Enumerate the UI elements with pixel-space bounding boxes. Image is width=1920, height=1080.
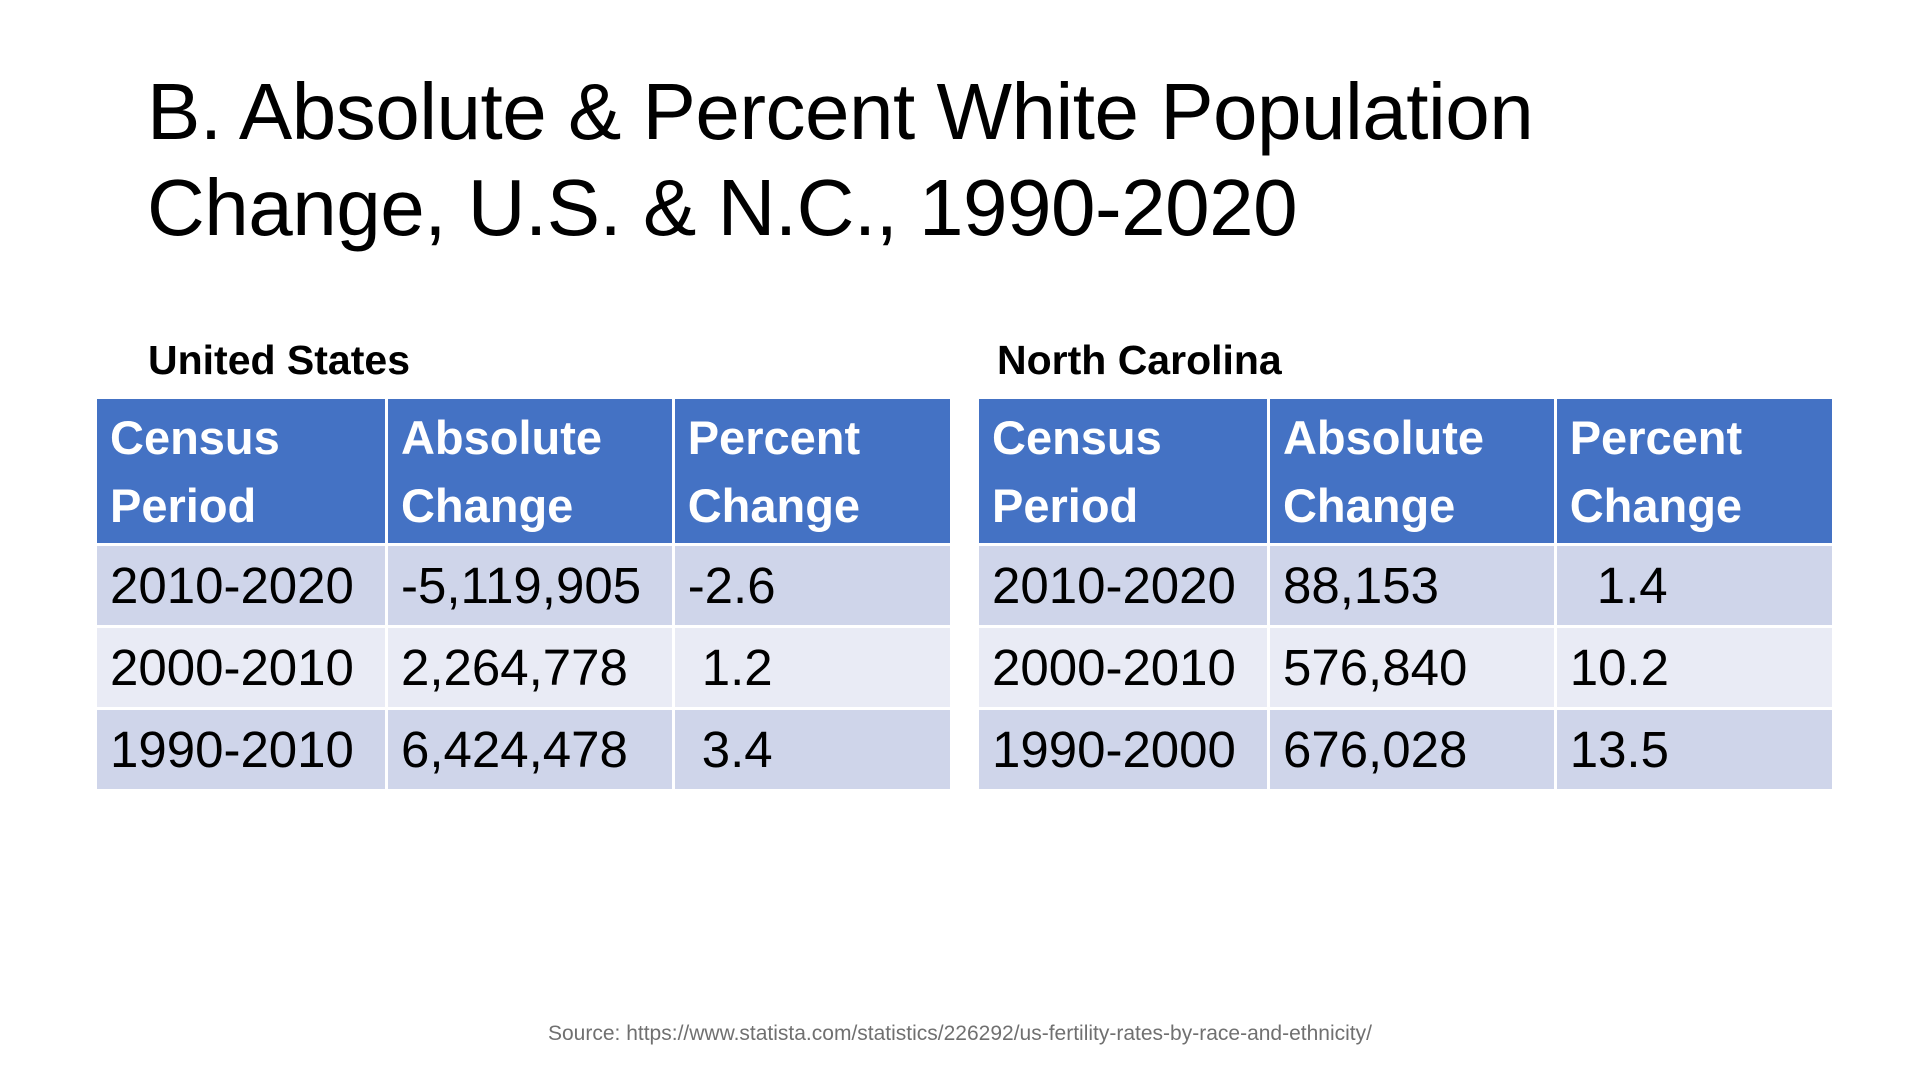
us-population-table: Census Period Absolute Change Percent Ch… [94,396,953,792]
cell-absolute-change: 88,153 [1269,546,1554,625]
cell-absolute-change: 676,028 [1269,710,1554,789]
cell-census-period: 2000-2010 [97,628,385,707]
cell-census-period: 1990-2000 [979,710,1267,789]
col-header-census-period: Census Period [97,399,385,543]
cell-percent-change: 1.4 [1556,546,1832,625]
cell-absolute-change: -5,119,905 [387,546,672,625]
cell-percent-change: 1.2 [674,628,950,707]
table-row: 2010-2020 -5,119,905 -2.6 [97,546,950,625]
cell-census-period: 2010-2020 [979,546,1267,625]
table-row: 2010-2020 88,153 1.4 [979,546,1832,625]
table-row: 2000-2010 576,840 10.2 [979,628,1832,707]
nc-table-block: North Carolina Census Period Absolute Ch… [979,334,1832,792]
slide-title-line-2: Change, U.S. & N.C., 1990-2020 [147,163,1298,252]
col-header-percent-change: Percent Change [1556,399,1832,543]
cell-absolute-change: 576,840 [1269,628,1554,707]
source-citation: Source: https://www.statista.com/statist… [548,1022,1372,1045]
col-header-census-period: Census Period [979,399,1267,543]
cell-census-period: 2010-2020 [97,546,385,625]
cell-census-period: 1990-2010 [97,710,385,789]
table-row: 1990-2000 676,028 13.5 [979,710,1832,789]
table-row: 1990-2010 6,424,478 3.4 [97,710,950,789]
col-header-absolute-change: Absolute Change [1269,399,1554,543]
slide-title: B. Absolute & Percent White Population C… [147,64,1787,256]
cell-percent-change: 13.5 [1556,710,1832,789]
col-header-absolute-change: Absolute Change [387,399,672,543]
nc-table-heading: North Carolina [997,337,1282,383]
slide-title-line-1: B. Absolute & Percent White Population [147,67,1534,156]
cell-percent-change: 3.4 [674,710,950,789]
table-header-row: Census Period Absolute Change Percent Ch… [979,399,1832,543]
table-header-row: Census Period Absolute Change Percent Ch… [97,399,950,543]
cell-percent-change: -2.6 [674,546,950,625]
cell-census-period: 2000-2010 [979,628,1267,707]
cell-percent-change: 10.2 [1556,628,1832,707]
cell-absolute-change: 2,264,778 [387,628,672,707]
us-table-block: United States Census Period Absolute Cha… [97,334,950,792]
us-table-heading: United States [148,337,410,383]
cell-absolute-change: 6,424,478 [387,710,672,789]
nc-population-table: Census Period Absolute Change Percent Ch… [976,396,1835,792]
table-row: 2000-2010 2,264,778 1.2 [97,628,950,707]
col-header-percent-change: Percent Change [674,399,950,543]
